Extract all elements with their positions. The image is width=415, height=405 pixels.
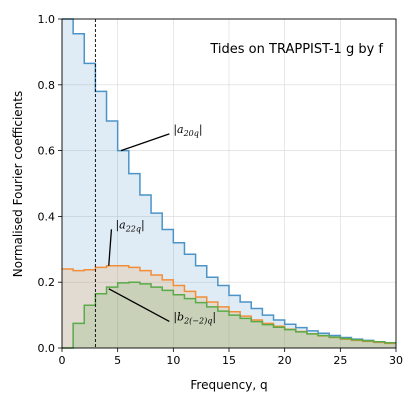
x-tick-label: 0 bbox=[59, 354, 66, 367]
annotation-1-label: |a22q| bbox=[115, 218, 144, 233]
chart-title: Tides on TRAPPIST-1 g by f bbox=[209, 42, 383, 57]
y-tick-label: 0.2 bbox=[38, 276, 56, 289]
y-tick-label: 0.8 bbox=[38, 79, 56, 92]
annotation-2-arrow bbox=[108, 288, 170, 322]
x-tick-label: 10 bbox=[166, 354, 180, 367]
y-ticks: 0.0 0.2 0.4 0.6 0.8 1.0 bbox=[38, 13, 62, 355]
y-tick-label: 0.6 bbox=[38, 145, 56, 158]
x-tick-label: 15 bbox=[222, 354, 236, 367]
y-tick-label: 1.0 bbox=[38, 13, 56, 26]
annotation-0-label: |a20q| bbox=[173, 123, 202, 138]
y-axis-label: Normalised Fourier coefficients bbox=[11, 91, 25, 277]
series-0-step-line bbox=[62, 18, 396, 344]
series-0-fill bbox=[62, 19, 396, 348]
x-tick-label: 30 bbox=[389, 354, 403, 367]
series-2-step-line bbox=[62, 281, 396, 349]
y-tick-label: 0.4 bbox=[38, 210, 56, 223]
y-tick-label: 0.0 bbox=[38, 342, 56, 355]
x-tick-label: 25 bbox=[333, 354, 347, 367]
series-layer bbox=[62, 18, 396, 349]
x-axis-label: Frequency, q bbox=[190, 378, 267, 392]
annotation-0-arrow bbox=[120, 133, 170, 152]
x-ticks: 0 5 10 15 20 25 30 bbox=[59, 348, 403, 367]
annotation-2-label: |b2(−2)q| bbox=[173, 310, 216, 325]
annotation-1-arrow bbox=[108, 229, 113, 266]
annotation-layer: |a20q| |a22q| |b2(−2)q| bbox=[108, 123, 216, 325]
x-tick-label: 5 bbox=[114, 354, 121, 367]
x-tick-label: 20 bbox=[278, 354, 292, 367]
